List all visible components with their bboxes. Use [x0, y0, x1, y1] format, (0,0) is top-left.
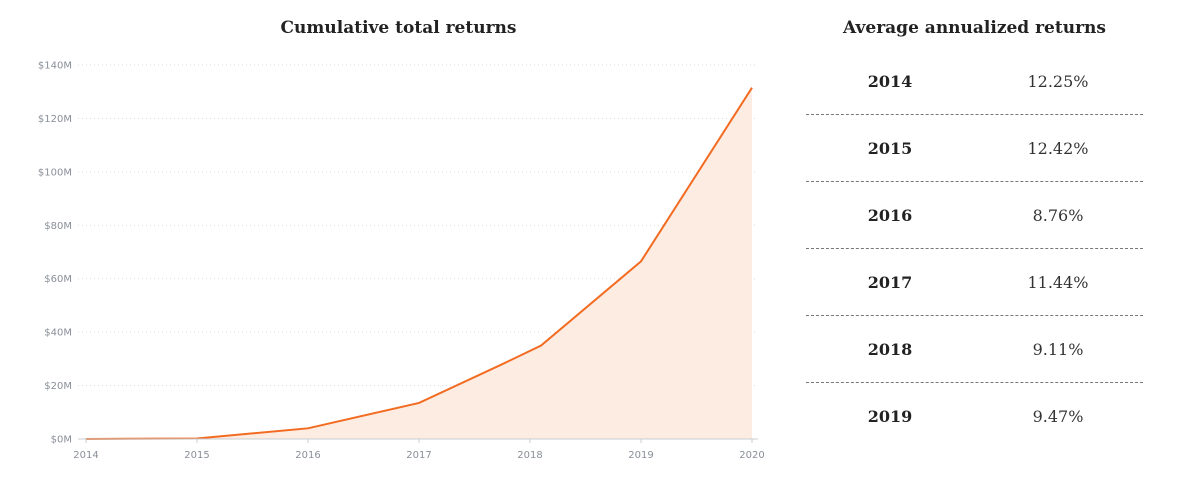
returns-row: 2019 9.47%	[806, 383, 1143, 449]
y-tick-label: $100M	[38, 167, 72, 178]
y-tick-label: $140M	[38, 61, 72, 72]
grid-lines	[78, 64, 758, 387]
y-tick-label: $0M	[51, 435, 72, 446]
series-line	[85, 87, 753, 440]
row-year: 2017	[867, 272, 913, 292]
x-tick-label: 2018	[517, 450, 542, 461]
returns-row: 2014 12.25%	[806, 48, 1143, 115]
row-year: 2016	[867, 205, 913, 225]
returns-list: 2014 12.25% 2015 12.42% 2016 8.76% 2017 …	[806, 48, 1143, 449]
row-year: 2019	[867, 406, 913, 426]
cumulative-returns-chart: Cumulative total returns $0M $20M $40M $60M…	[38, 18, 765, 462]
row-value: 9.47%	[1032, 406, 1084, 426]
y-tick-label: $80M	[44, 221, 72, 232]
x-tick-label: 2014	[73, 450, 98, 461]
x-tick-label: 2020	[739, 450, 764, 461]
y-tick-label: $20M	[44, 381, 72, 392]
returns-row: 2018 9.11%	[806, 316, 1143, 383]
row-value: 9.11%	[1032, 339, 1084, 359]
row-value: 11.44%	[1027, 272, 1089, 292]
y-tick-label: $60M	[44, 274, 72, 285]
y-tick-label: $40M	[44, 328, 72, 339]
row-value: 8.76%	[1032, 205, 1084, 225]
row-year: 2018	[867, 339, 913, 359]
area-fill	[86, 87, 752, 439]
row-year: 2014	[867, 71, 913, 91]
annualized-returns-panel: Average annualized returns 2014 12.25% 2…	[806, 0, 1143, 478]
row-year: 2015	[867, 138, 913, 158]
table-title: Average annualized returns	[843, 18, 1106, 38]
x-tick-label: 2015	[184, 450, 209, 461]
chart-svg: $0M $20M $40M $60M $80M $100M $120M $140M 2014 20…	[38, 61, 765, 462]
chart-title: Cumulative total returns	[280, 18, 517, 38]
returns-row: 2017 11.44%	[806, 249, 1143, 316]
x-tick-label: 2019	[628, 450, 653, 461]
returns-row: 2016 8.76%	[806, 182, 1143, 249]
row-value: 12.42%	[1027, 138, 1089, 158]
x-tick-label: 2017	[406, 450, 431, 461]
returns-row: 2015 12.42%	[806, 115, 1143, 182]
tick-labels: $0M $20M $40M $60M $80M $100M $120M $140M 2014 20…	[38, 61, 765, 462]
row-value: 12.25%	[1027, 71, 1089, 91]
x-tick-label: 2016	[295, 450, 320, 461]
y-tick-label: $120M	[38, 114, 72, 125]
